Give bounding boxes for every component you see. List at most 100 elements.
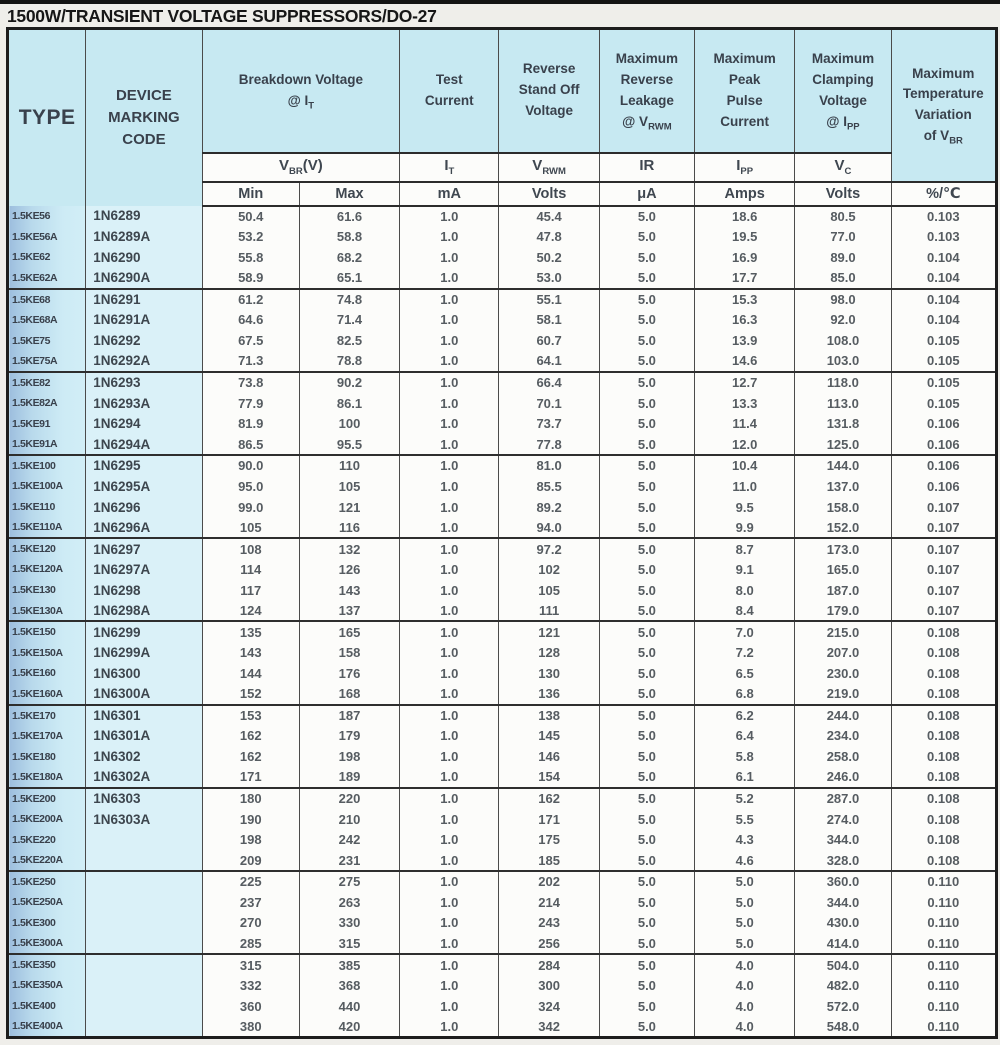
- temp-variation-cell: 0.104: [890, 309, 998, 331]
- device-code-cell: 1N6298A: [85, 600, 203, 623]
- vbr-max-cell: 187: [298, 704, 401, 726]
- ir-cell: 5.0: [598, 351, 696, 373]
- temp-variation-cell: 0.103: [890, 226, 998, 248]
- header-text: Breakdown Voltage: [238, 71, 363, 87]
- vbr-min-cell: 81.9: [201, 413, 300, 435]
- temp-variation-cell: 0.107: [890, 538, 998, 560]
- symbol-vbr: VBR(V): [201, 151, 401, 183]
- type-cell: 1.5KE91A: [6, 434, 87, 457]
- vc-cell: 246.0: [794, 767, 892, 789]
- device-code-cell: 1N6291A: [85, 309, 203, 331]
- vbr-min-cell: 90.0: [201, 455, 300, 476]
- vrwm-cell: 66.4: [498, 371, 600, 393]
- device-code-cell: 1N6297A: [85, 559, 203, 580]
- table-row: 1.5KE150A 1N6299A 143 158 1.0 128 5.0 7.2 207.0 0…: [6, 642, 998, 664]
- device-code-cell: 1N6299A: [85, 642, 203, 664]
- vbr-max-cell: 440: [298, 995, 401, 1017]
- vc-cell: 207.0: [794, 642, 892, 664]
- vc-cell: 165.0: [794, 559, 892, 580]
- ipp-cell: 4.3: [694, 829, 796, 851]
- table-row: 1.5KE170 1N6301 153 187 1.0 138 5.0 6.2 244.0 0.1…: [6, 704, 998, 726]
- temp-variation-cell: 0.108: [890, 642, 998, 664]
- vrwm-cell: 214: [498, 891, 600, 913]
- vbr-max-cell: 315: [298, 933, 401, 956]
- ipp-cell: 8.4: [694, 600, 796, 623]
- ir-cell: 5.0: [598, 683, 696, 706]
- vrwm-cell: 171: [498, 808, 600, 830]
- test-current-cell: 1.0: [399, 995, 500, 1017]
- device-code-cell: 1N6300: [85, 663, 203, 684]
- col-header-max-peak-pulse-current: Maximum Peak Pulse Current: [694, 28, 796, 153]
- vc-cell: 108.0: [794, 330, 892, 352]
- table-row: 1.5KE56A 1N6289A 53.2 58.8 1.0 47.8 5.0 19.5 77.…: [6, 226, 998, 248]
- device-code-cell: 1N6302: [85, 746, 203, 768]
- table-row: 1.5KE200A 1N6303A 190 210 1.0 171 5.0 5.5 274.0 0…: [6, 808, 998, 830]
- table-row: 1.5KE220 198 242 1.0 175 5.0 4.3 344.0 0.108: [6, 829, 998, 851]
- temp-variation-cell: 0.110: [890, 933, 998, 956]
- vc-cell: 482.0: [794, 974, 892, 996]
- test-current-cell: 1.0: [399, 600, 500, 623]
- vrwm-cell: 300: [498, 974, 600, 996]
- type-cell: 1.5KE130A: [6, 600, 87, 623]
- test-current-cell: 1.0: [399, 621, 500, 643]
- temp-variation-cell: 0.110: [890, 912, 998, 934]
- type-cell: 1.5KE110: [6, 496, 87, 518]
- ir-cell: 5.0: [598, 725, 696, 747]
- test-current-cell: 1.0: [399, 663, 500, 684]
- vc-cell: 215.0: [794, 621, 892, 643]
- ipp-cell: 8.7: [694, 538, 796, 560]
- ipp-cell: 18.6: [694, 205, 796, 227]
- test-current-cell: 1.0: [399, 954, 500, 975]
- device-code-cell: [85, 1016, 203, 1039]
- type-cell: 1.5KE62: [6, 247, 87, 268]
- vrwm-cell: 138: [498, 704, 600, 726]
- vbr-max-cell: 74.8: [298, 288, 401, 310]
- ipp-cell: 16.9: [694, 247, 796, 268]
- page-title: 1500W/TRANSIENT VOLTAGE SUPPRESSORS/DO-2…: [7, 6, 437, 26]
- test-current-cell: 1.0: [399, 267, 500, 290]
- vrwm-cell: 94.0: [498, 517, 600, 540]
- table-row: 1.5KE350A 332 368 1.0 300 5.0 4.0 482.0 0.110: [6, 974, 998, 996]
- ipp-cell: 15.3: [694, 288, 796, 310]
- test-current-cell: 1.0: [399, 683, 500, 706]
- table-body: 1.5KE56 1N6289 50.4 61.6 1.0 45.4 5.0 18.6 80.5 0…: [6, 205, 998, 1039]
- vbr-max-cell: 61.6: [298, 205, 401, 227]
- header-text: Maximum Clamping Voltage: [811, 51, 875, 108]
- ipp-cell: 5.2: [694, 787, 796, 809]
- table-row: 1.5KE200 1N6303 180 220 1.0 162 5.0 5.2 287.0 0.1…: [6, 787, 998, 809]
- unit-percent-per-degc: %/℃: [890, 181, 998, 207]
- ir-cell: 5.0: [598, 226, 696, 248]
- vbr-min-cell: 135: [201, 621, 300, 643]
- ir-cell: 5.0: [598, 579, 696, 601]
- table-row: 1.5KE68A 1N6291A 64.6 71.4 1.0 58.1 5.0 16.3 92.…: [6, 309, 998, 331]
- type-cell: 1.5KE180A: [6, 767, 87, 789]
- temp-variation-cell: 0.110: [890, 871, 998, 892]
- vbr-max-cell: 121: [298, 496, 401, 518]
- test-current-cell: 1.0: [399, 434, 500, 457]
- type-cell: 1.5KE91: [6, 413, 87, 435]
- table-row: 1.5KE400A 380 420 1.0 342 5.0 4.0 548.0 0.110: [6, 1016, 998, 1039]
- vbr-min-cell: 209: [201, 850, 300, 872]
- ipp-cell: 16.3: [694, 309, 796, 331]
- ir-cell: 5.0: [598, 600, 696, 623]
- col-header-type: TYPE: [6, 28, 87, 206]
- col-header-max-reverse-leakage: Maximum Reverse Leakage @ VRWM: [598, 28, 696, 153]
- vc-cell: 125.0: [794, 434, 892, 457]
- vrwm-cell: 162: [498, 787, 600, 809]
- test-current-cell: 1.0: [399, 746, 500, 768]
- vbr-min-cell: 360: [201, 995, 300, 1017]
- test-current-cell: 1.0: [399, 455, 500, 476]
- vc-cell: 344.0: [794, 829, 892, 851]
- vbr-min-cell: 315: [201, 954, 300, 975]
- table-row: 1.5KE91A 1N6294A 86.5 95.5 1.0 77.8 5.0 12.0 125…: [6, 434, 998, 457]
- device-code-cell: 1N6295A: [85, 475, 203, 497]
- vrwm-cell: 202: [498, 871, 600, 892]
- ipp-cell: 7.2: [694, 642, 796, 664]
- temp-variation-cell: 0.108: [890, 829, 998, 851]
- vbr-min-cell: 73.8: [201, 371, 300, 393]
- ir-cell: 5.0: [598, 704, 696, 726]
- vbr-max-cell: 86.1: [298, 392, 401, 414]
- test-current-cell: 1.0: [399, 517, 500, 540]
- vbr-min-cell: 117: [201, 579, 300, 601]
- vbr-max-cell: 58.8: [298, 226, 401, 248]
